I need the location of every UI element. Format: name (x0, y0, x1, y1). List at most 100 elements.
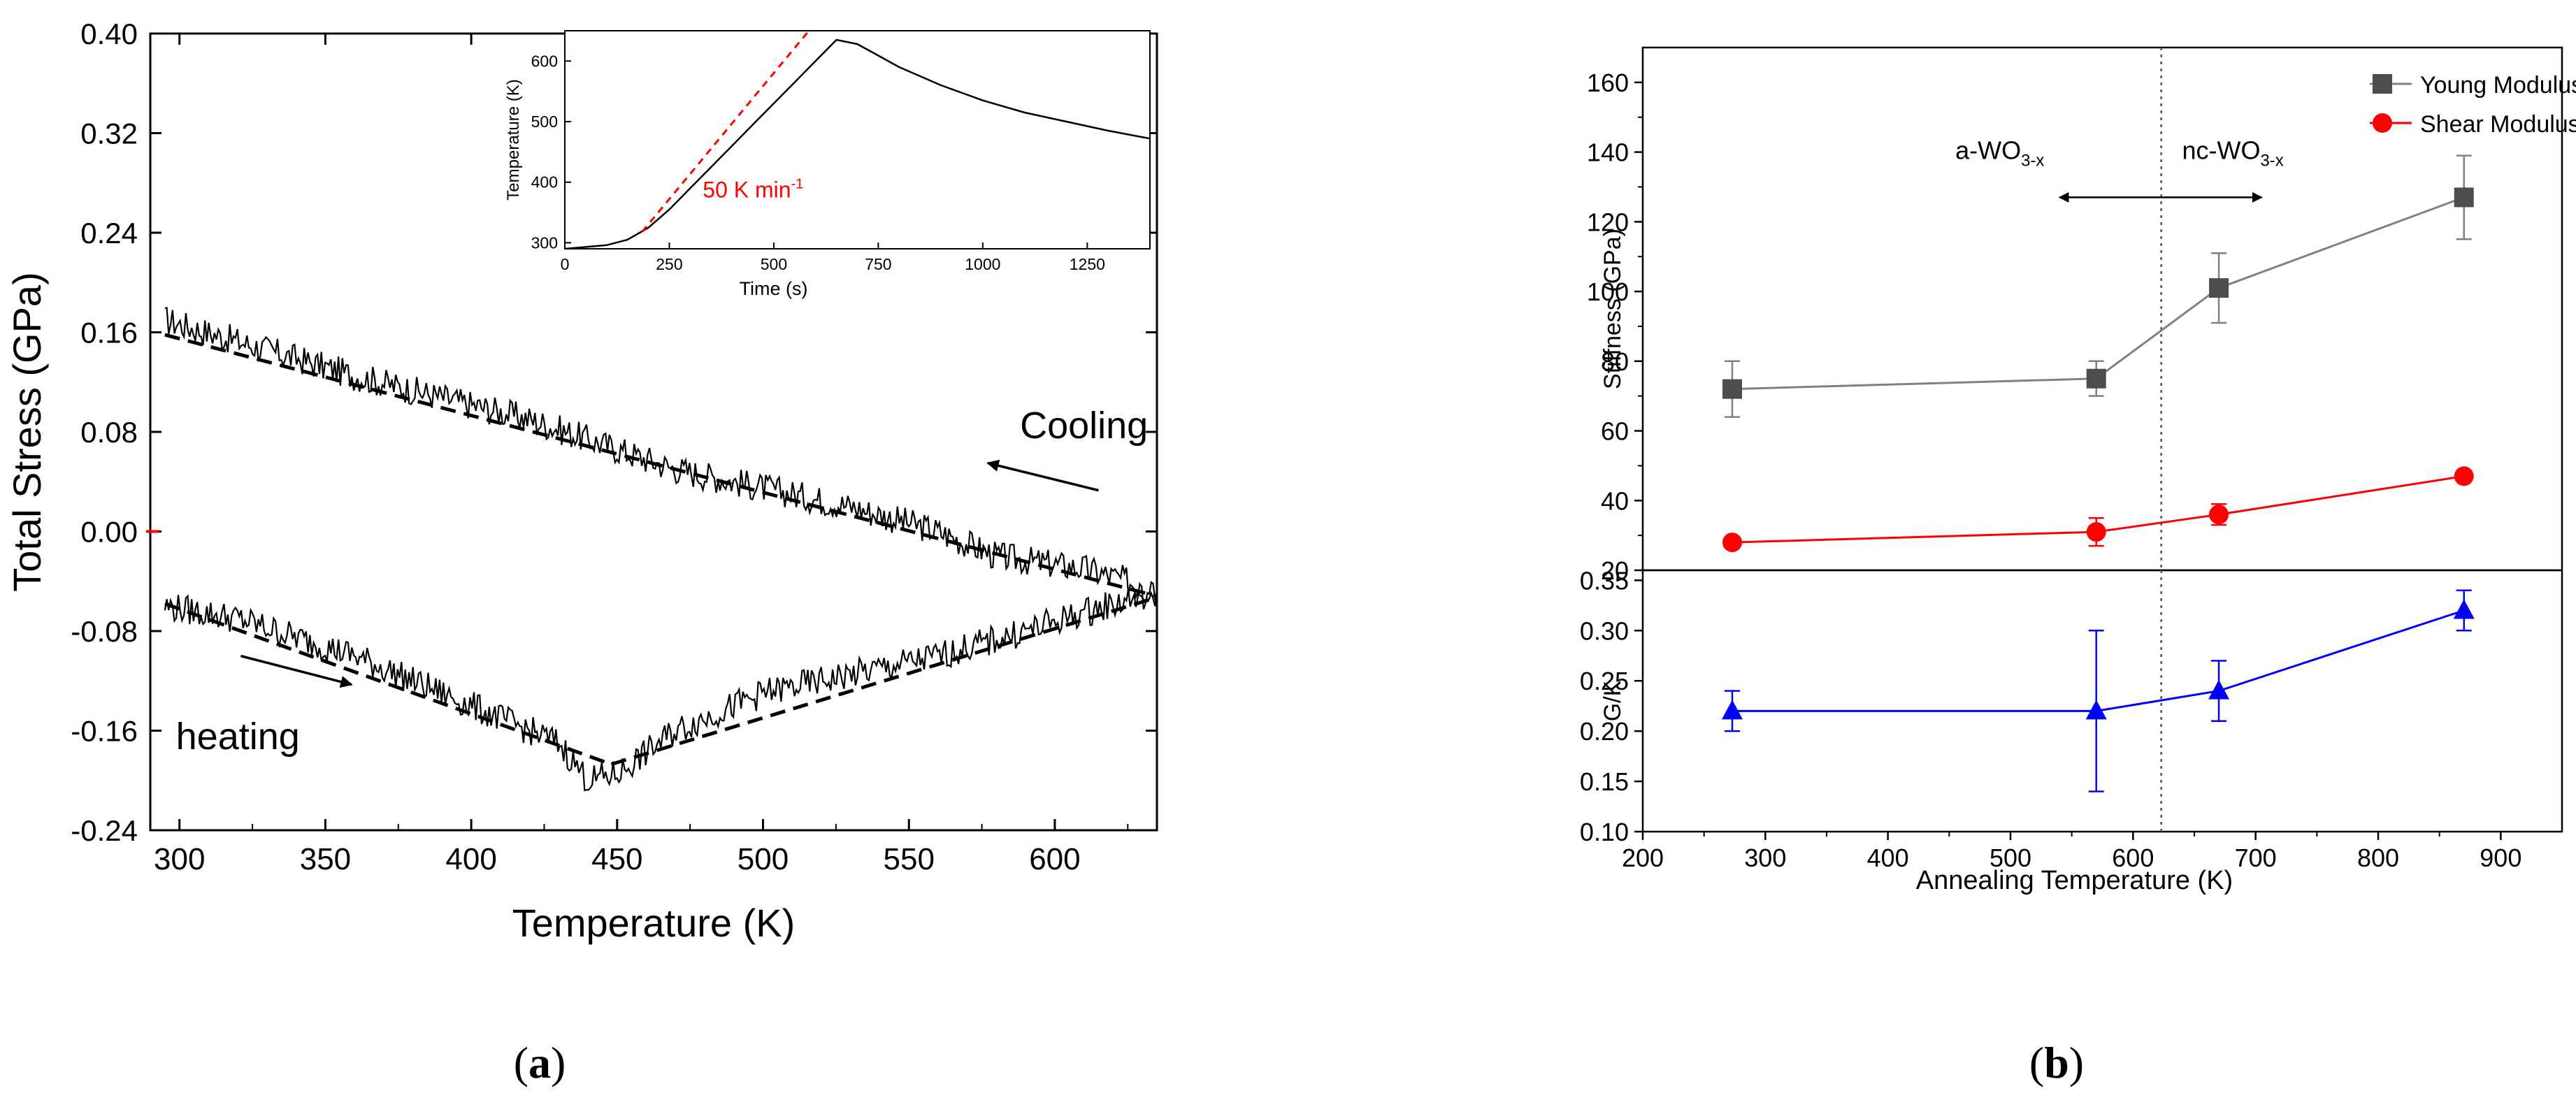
phase-label-amorphous: a-WO3-x (1955, 136, 2044, 171)
phase-label-main: nc-WO (2182, 136, 2260, 165)
data-point-circle (1722, 533, 1742, 553)
caption-a-open: ( (514, 1038, 528, 1087)
x-tick-label: 400 (445, 842, 496, 876)
data-point-triangle (2453, 599, 2475, 619)
inset-x-tick-label: 250 (656, 255, 682, 273)
x-tick-label: 550 (884, 842, 935, 876)
top-y-tick-label: 40 (1601, 486, 1629, 515)
inset-x-tick-label: 1000 (965, 255, 1000, 273)
bottom-y-tick-label: 0.10 (1580, 818, 1629, 846)
inset-y-tick-label: 600 (531, 52, 558, 70)
inset-rate-text: 50 K min (703, 177, 791, 202)
inset-y-tick-label: 400 (531, 173, 558, 191)
top-y-tick-label: 120 (1587, 208, 1629, 236)
inset-series-group (565, 31, 1150, 249)
x-tick-label: 300 (154, 842, 205, 876)
data-point-square (2086, 368, 2106, 389)
data-point-triangle (1721, 700, 1743, 720)
bottom-x-tick-label: 600 (2112, 844, 2154, 872)
x-tick-label: 350 (300, 842, 351, 876)
caption-b-close: ) (2069, 1038, 2084, 1087)
inset-x-tick-label: 0 (561, 255, 570, 273)
phase-label-nanocrystalline: nc-WO3-x (2182, 136, 2283, 171)
bottom-y-tick-label: 0.20 (1580, 717, 1629, 746)
legend-label: Shear Modulus (2420, 111, 2576, 138)
cooling-fit-line (164, 333, 1158, 598)
inset-x-axis-title: Time (s) (740, 278, 808, 299)
caption-b-letter: b (2044, 1038, 2069, 1087)
top-y-axis-title: Stiffness (GPa) (1599, 229, 1626, 389)
legend-label: Young Modulus (2420, 72, 2576, 99)
bottom-x-axis-title: Annealing Temperature (K) (1916, 866, 2233, 895)
heating-fit-1-line (164, 602, 612, 766)
inset-y-tick-label: 500 (531, 113, 558, 131)
inset-temperature-line (565, 38, 1150, 249)
caption-b-open: ( (2029, 1038, 2044, 1087)
data-point-triangle (2085, 700, 2107, 720)
inset-y-tick-label: 300 (531, 233, 558, 252)
bottom-x-tick-label: 300 (1744, 844, 1786, 872)
x-tick-label: 600 (1029, 842, 1080, 876)
legend-marker-circle (2373, 113, 2392, 133)
top-y-tick-label: 60 (1601, 417, 1629, 446)
data-point-circle (2454, 466, 2474, 486)
inset-linear-fit-line (641, 31, 811, 233)
cooling-arrow (986, 459, 1099, 492)
inset-x-tick-label: 750 (865, 255, 891, 273)
bottom-plot-frame (1641, 569, 2563, 833)
bottom-x-tick-label: 800 (2357, 844, 2399, 872)
y-tick-label: -0.16 (71, 715, 138, 748)
legend-marker-square (2373, 74, 2392, 94)
data-point-triangle (2208, 679, 2230, 700)
heating-fit-2-line (610, 595, 1158, 766)
inset-rate-annotation: 50 K min-1 (703, 176, 803, 202)
phase-label-sub: 3-x (2260, 152, 2283, 171)
top-y-tick-label: 20 (1601, 556, 1629, 585)
heating-arrow (240, 654, 353, 688)
inset-x-tick-label: 1250 (1070, 255, 1105, 273)
data-point-square (2454, 187, 2474, 208)
data-point-circle (2086, 522, 2106, 542)
panel-a: 300 350 400 450 500 550 600 0.40 0.32 0.24 0.16 0.0… (5, 17, 1158, 945)
heating-line (164, 581, 1158, 792)
x-axis-title: Temperature (K) (512, 901, 796, 945)
series-line-young-modulus (1732, 196, 2465, 391)
bottom-x-tick-label: 500 (1989, 844, 2031, 872)
annotation-cooling: Cooling (1020, 405, 1148, 447)
data-point-square (2209, 278, 2229, 298)
y-tick-label: 0.24 (80, 217, 138, 249)
top-y-tick-label: 140 (1587, 138, 1629, 167)
data-point-square (1722, 379, 1742, 399)
inset-rate-superscript: -1 (791, 176, 804, 191)
y-tick-label: -0.08 (71, 615, 138, 648)
bottom-x-tick-label: 900 (2480, 844, 2521, 872)
annotation-heating: heating (176, 716, 300, 758)
y-tick-label: -0.24 (71, 814, 138, 847)
inset-plot-frame (564, 30, 1151, 249)
cooling-line (164, 307, 1158, 607)
bottom-y-axis-title: G/K (1599, 680, 1626, 721)
y-tick-label: 0.32 (80, 117, 138, 150)
y-tick-label: 0.40 (80, 17, 138, 50)
phase-label-main: a-WO (1955, 136, 2021, 165)
x-tick-label: 450 (591, 842, 642, 876)
series-line-shear-modulus (1732, 475, 2464, 544)
top-y-tick-label: 160 (1587, 68, 1629, 97)
bottom-x-tick-label: 700 (2235, 844, 2277, 872)
top-y-tick-label: 100 (1587, 277, 1629, 306)
x-tick-label: 500 (737, 842, 789, 876)
data-point-circle (2209, 505, 2229, 525)
bottom-x-tick-label: 200 (1622, 844, 1664, 872)
y-tick-label: 0.08 (80, 416, 138, 449)
bottom-y-tick-label: 0.30 (1580, 616, 1629, 645)
caption-b: (b) (2029, 1038, 2084, 1087)
y-tick-label: 0.00 (80, 516, 138, 549)
bottom-x-tick-label: 400 (1867, 844, 1909, 872)
caption-a: (a) (514, 1038, 566, 1087)
y-axis-title: Total Stress (GPa) (5, 272, 49, 591)
bottom-y-tick-label: 0.15 (1580, 767, 1629, 796)
y-tick-label: 0.16 (80, 317, 138, 349)
inset-y-axis-title: Temperature (K) (504, 79, 523, 200)
